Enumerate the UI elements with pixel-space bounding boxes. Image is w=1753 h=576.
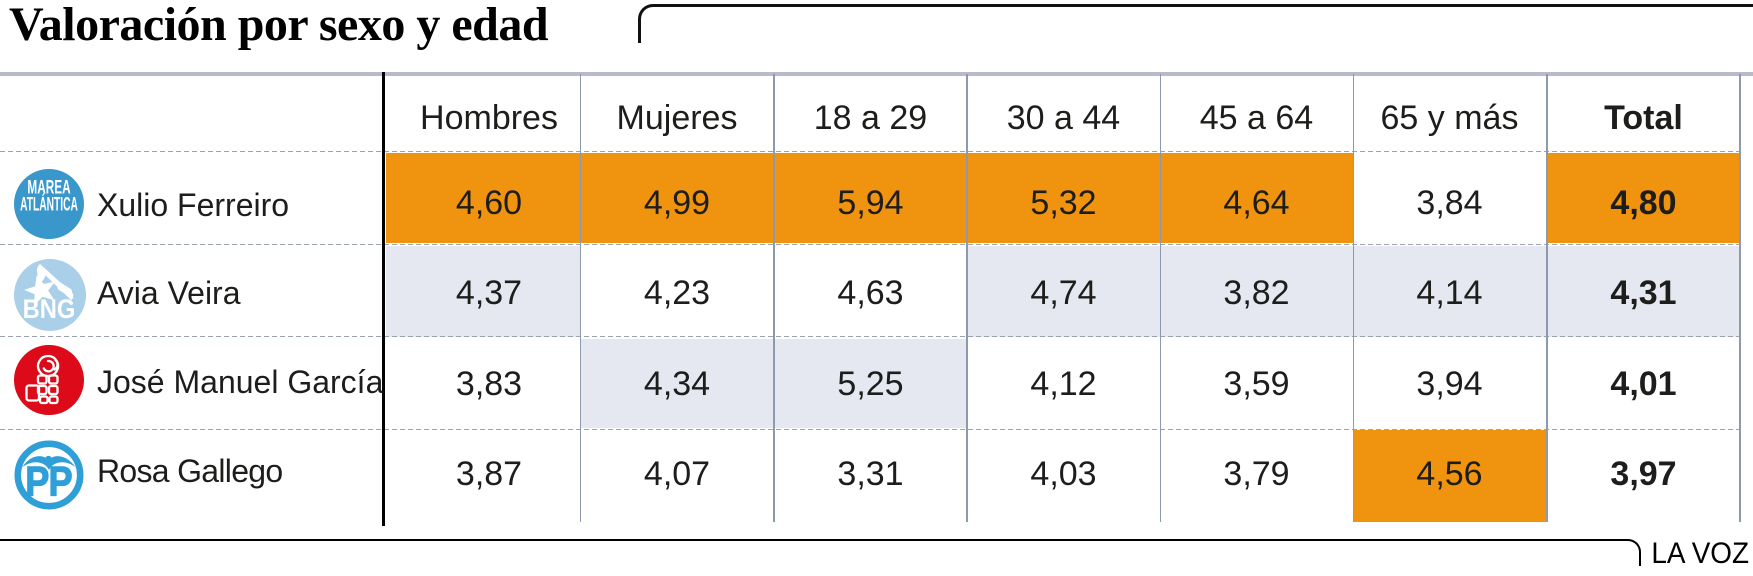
svg-text:MAREA: MAREA: [27, 178, 70, 198]
svg-text:PP: PP: [25, 459, 71, 505]
svg-text:BNG: BNG: [23, 295, 76, 325]
svg-text:ATLÁNTICA: ATLÁNTICA: [20, 194, 78, 215]
